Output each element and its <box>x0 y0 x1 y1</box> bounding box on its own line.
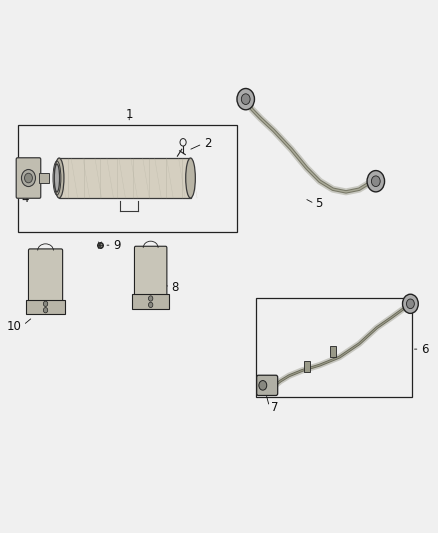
Circle shape <box>241 94 250 104</box>
Bar <box>330 346 336 357</box>
Circle shape <box>148 302 153 308</box>
Text: 1: 1 <box>125 108 133 121</box>
Text: 9: 9 <box>113 239 120 252</box>
Text: 6: 6 <box>421 343 429 356</box>
FancyBboxPatch shape <box>28 249 63 303</box>
Circle shape <box>43 301 48 306</box>
Circle shape <box>237 88 254 110</box>
Circle shape <box>21 169 35 187</box>
Circle shape <box>259 381 267 390</box>
Text: 7: 7 <box>271 401 278 414</box>
Ellipse shape <box>54 158 64 198</box>
Text: 3: 3 <box>61 180 68 193</box>
Bar <box>39 173 49 183</box>
Circle shape <box>148 296 153 301</box>
Bar <box>59 158 191 198</box>
Text: 8: 8 <box>171 281 178 294</box>
FancyBboxPatch shape <box>16 158 41 198</box>
Bar <box>26 300 65 314</box>
Circle shape <box>406 299 414 309</box>
Circle shape <box>367 171 385 192</box>
FancyBboxPatch shape <box>134 246 167 297</box>
Bar <box>18 125 237 232</box>
FancyBboxPatch shape <box>257 375 278 395</box>
Text: 4: 4 <box>21 192 29 205</box>
Ellipse shape <box>54 164 60 192</box>
Bar <box>132 294 169 309</box>
Circle shape <box>25 173 32 183</box>
Text: 10: 10 <box>7 320 22 333</box>
Ellipse shape <box>186 158 195 198</box>
Bar <box>304 361 310 372</box>
Bar <box>256 298 412 397</box>
Text: 5: 5 <box>315 197 323 210</box>
Circle shape <box>43 308 48 313</box>
Text: 2: 2 <box>204 138 211 150</box>
Circle shape <box>403 294 418 313</box>
Circle shape <box>371 176 380 187</box>
